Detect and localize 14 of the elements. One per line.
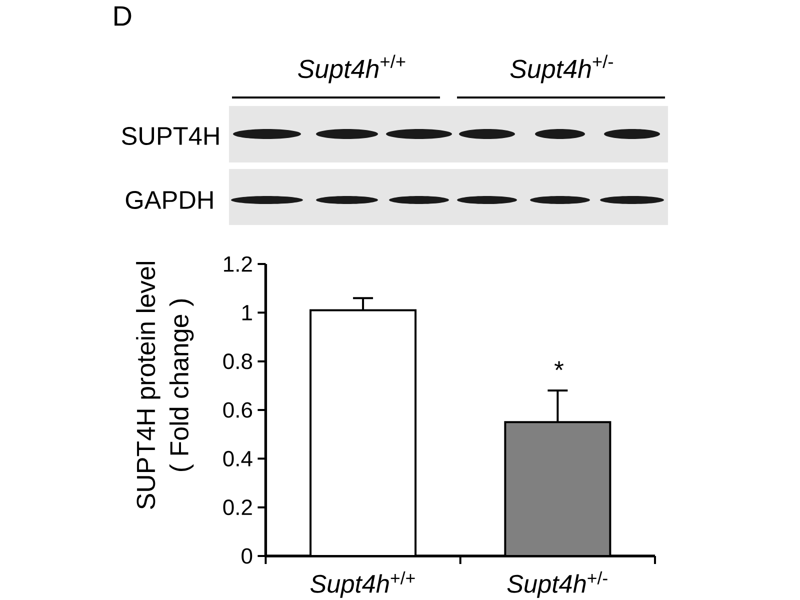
- y-tick-label: 0.6: [223, 402, 252, 418]
- y-tick-label: 1.2: [224, 256, 252, 272]
- y-tick-label: 0.4: [223, 450, 252, 466]
- text: SUPT4H: [122, 127, 219, 145]
- annotation: *: [554, 361, 564, 370]
- text: Supt4h$^{+/-}$: [510, 54, 613, 84]
- y-tick-label: 0.8: [223, 354, 252, 370]
- y-tick-label: 0: [242, 548, 252, 564]
- y-axis-title: SUPT4H protein level ( Fold change ): [136, 262, 194, 510]
- text: GAPDH: [126, 191, 213, 209]
- text: D: [114, 6, 132, 26]
- y-tick-label: 0.2: [223, 500, 252, 516]
- y-tick-label: 1: [242, 305, 252, 320]
- text: Supt4h$^{+/+}$: [298, 54, 406, 84]
